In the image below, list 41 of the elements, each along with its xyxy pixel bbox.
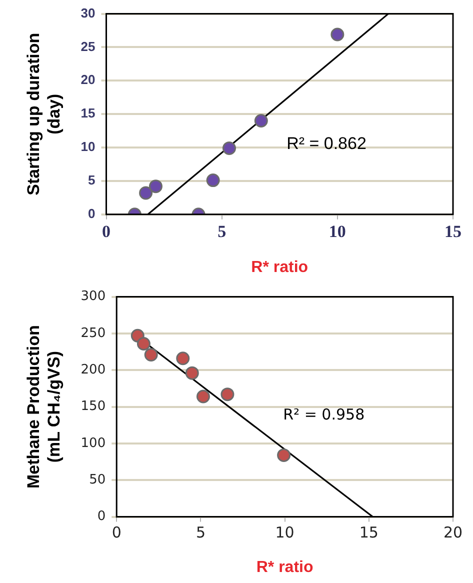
y-tick-label: 150: [80, 399, 106, 414]
y-tick-label: 15: [80, 106, 96, 121]
point: [254, 114, 268, 128]
y-tick-label: 20: [80, 72, 96, 88]
x-tick-label: 10: [328, 222, 346, 241]
y-tick-label: 300: [80, 289, 106, 304]
y-axis-title: Methane Production (mL CH₄/gVS): [24, 325, 64, 489]
y-axis-title: Starting up duration (day): [24, 32, 64, 196]
x-tick-label: 10: [275, 524, 294, 542]
x-axis-title: R* ratio: [251, 258, 308, 276]
annotation: R² = 0.862: [286, 134, 366, 153]
y-tick-label: 250: [80, 326, 106, 341]
point: [185, 366, 199, 380]
point: [220, 388, 234, 402]
y-tick-label: 50: [89, 472, 106, 488]
annotation: R² = 0.958: [283, 405, 365, 424]
x-tick-label: 0: [112, 524, 122, 542]
x-tick-label: 5: [196, 524, 206, 542]
x-tick-label: 5: [218, 222, 226, 241]
point: [136, 336, 150, 350]
point: [144, 348, 158, 362]
point: [148, 180, 162, 194]
y-tick-label: 100: [80, 436, 106, 451]
point: [222, 141, 236, 155]
y-tick-label: 10: [80, 139, 96, 154]
y-tick-label: 0: [88, 206, 96, 221]
x-tick-label: 15: [359, 524, 378, 542]
point: [277, 448, 291, 462]
point: [139, 186, 153, 200]
point: [206, 174, 220, 188]
y-tick-label: 5: [88, 172, 96, 188]
y-tick-label: 200: [80, 362, 106, 378]
x-axis-title: R* ratio: [256, 558, 314, 576]
x-tick-label: 15: [444, 222, 462, 241]
point: [196, 390, 210, 404]
y-tick-label: 25: [80, 38, 96, 54]
y-tick-label: 30: [80, 5, 96, 20]
point: [330, 28, 344, 42]
x-tick-label: 20: [443, 524, 463, 542]
y-tick-label: 0: [97, 509, 106, 524]
point: [176, 352, 190, 366]
